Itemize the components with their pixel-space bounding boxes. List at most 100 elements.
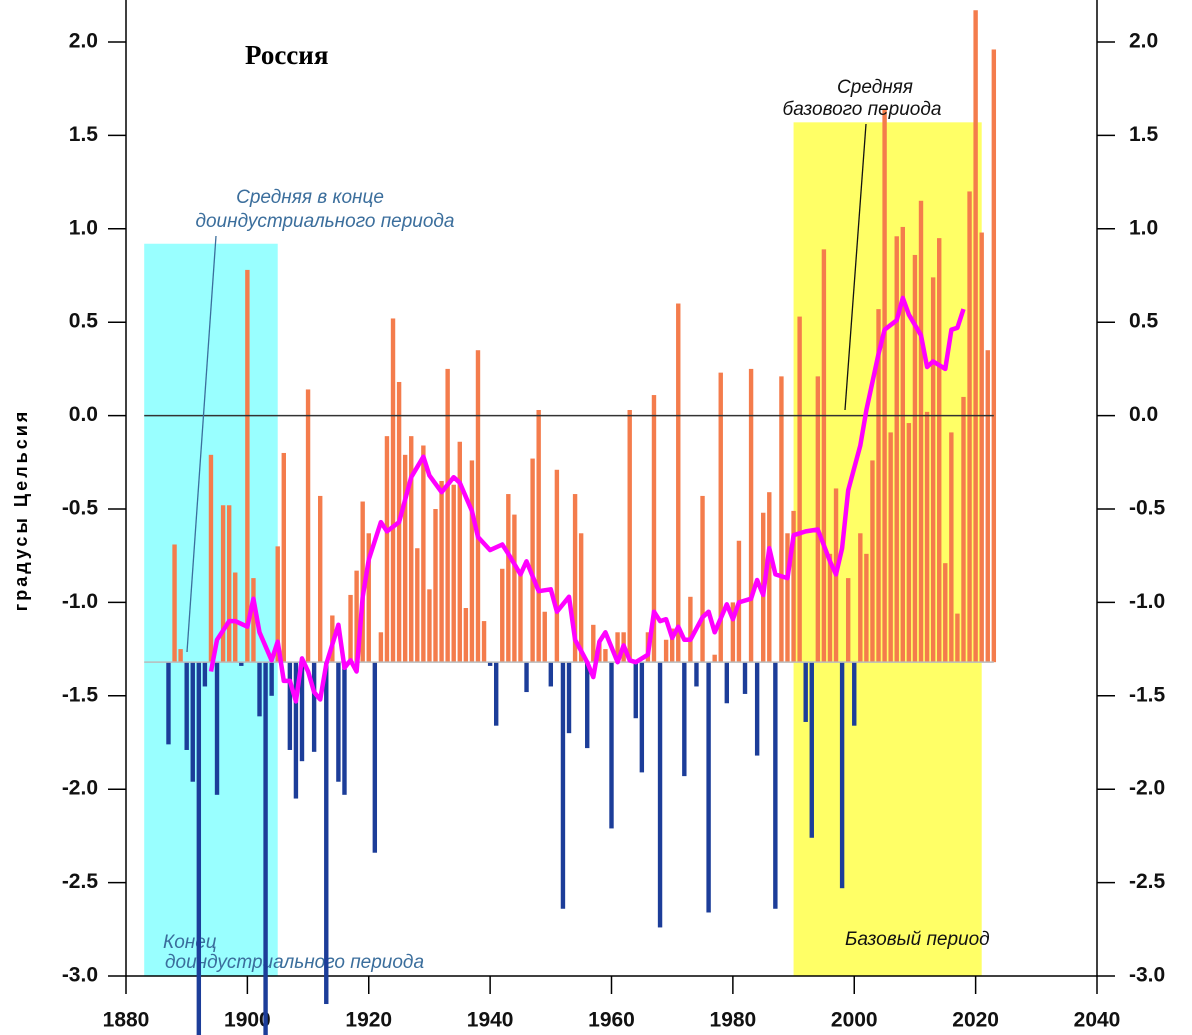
bar bbox=[943, 563, 948, 663]
bar bbox=[409, 436, 414, 663]
bar bbox=[730, 602, 736, 663]
bar bbox=[427, 589, 432, 663]
bar bbox=[506, 494, 511, 663]
bar bbox=[512, 514, 517, 663]
bar bbox=[688, 596, 693, 663]
bar bbox=[627, 409, 632, 663]
bar bbox=[864, 553, 869, 663]
period-label: Базовый период bbox=[845, 929, 990, 950]
y-tick-label: -3.0 bbox=[62, 964, 98, 987]
bar bbox=[457, 441, 462, 663]
y2-tick-label: 1.0 bbox=[1129, 216, 1158, 239]
bar bbox=[809, 662, 814, 838]
bar bbox=[912, 254, 918, 663]
y2-tick-label: -0.5 bbox=[1129, 497, 1166, 520]
y-tick-label: -2.5 bbox=[62, 870, 99, 893]
y-tick-label: -1.0 bbox=[62, 590, 98, 613]
bar bbox=[208, 454, 214, 663]
bar bbox=[706, 662, 711, 913]
bar bbox=[439, 480, 444, 663]
bar bbox=[324, 662, 329, 1005]
bar bbox=[815, 376, 821, 663]
y-tick-label: -0.5 bbox=[62, 497, 99, 520]
bar bbox=[214, 662, 220, 795]
y2-tick-label: 2.0 bbox=[1129, 30, 1158, 53]
bar bbox=[518, 574, 523, 663]
bar bbox=[251, 578, 256, 663]
bar bbox=[293, 662, 299, 799]
bar bbox=[233, 572, 238, 663]
y2-tick-label: 1.5 bbox=[1129, 123, 1159, 146]
x-tick-label: 1940 bbox=[467, 1009, 514, 1032]
bar bbox=[433, 509, 438, 663]
y-tick-label: 1.5 bbox=[69, 123, 99, 146]
bar bbox=[572, 494, 578, 663]
bar bbox=[718, 372, 723, 663]
y2-tick-label: -2.5 bbox=[1129, 870, 1166, 893]
bar bbox=[603, 649, 608, 663]
bar bbox=[961, 396, 966, 663]
bar bbox=[445, 368, 450, 663]
annotation: доиндустриального периода bbox=[195, 211, 454, 232]
bar bbox=[973, 10, 978, 663]
bar bbox=[354, 570, 359, 663]
annotation-leader bbox=[844, 123, 867, 411]
annotation: базового периода bbox=[783, 99, 942, 120]
bar bbox=[724, 662, 730, 704]
bar bbox=[876, 309, 881, 663]
bar bbox=[560, 662, 566, 909]
y-tick-label: 0.5 bbox=[69, 310, 99, 333]
bar bbox=[487, 662, 493, 666]
bar bbox=[451, 484, 456, 663]
bar bbox=[196, 662, 202, 1035]
bar bbox=[554, 469, 560, 663]
bar bbox=[821, 249, 827, 663]
y-tick-label: -1.5 bbox=[62, 683, 99, 706]
bar bbox=[754, 662, 760, 756]
y2-tick-label: -1.0 bbox=[1129, 590, 1165, 613]
bar bbox=[493, 662, 499, 726]
bar bbox=[651, 395, 657, 663]
bar bbox=[190, 662, 195, 782]
bar bbox=[469, 460, 475, 663]
bar bbox=[839, 662, 845, 889]
bar bbox=[712, 654, 717, 663]
bar bbox=[591, 624, 596, 663]
period-label: Конец bbox=[163, 932, 217, 953]
bar bbox=[773, 662, 778, 909]
bar bbox=[985, 350, 990, 663]
bar bbox=[384, 436, 390, 663]
y2-tick-label: -2.0 bbox=[1129, 777, 1165, 800]
bar bbox=[742, 662, 748, 694]
bar bbox=[360, 501, 365, 663]
bar bbox=[767, 492, 772, 663]
bar bbox=[700, 495, 705, 663]
x-tick-label: 1960 bbox=[588, 1009, 635, 1032]
bar bbox=[694, 662, 699, 687]
bar bbox=[578, 533, 584, 663]
bar bbox=[390, 318, 396, 663]
bar bbox=[220, 505, 226, 663]
x-tick-label: 2040 bbox=[1074, 1009, 1121, 1032]
annotation: Средняя bbox=[837, 77, 913, 98]
bar bbox=[949, 432, 954, 663]
bar bbox=[858, 533, 863, 663]
bar bbox=[967, 191, 972, 663]
bar bbox=[226, 505, 232, 663]
bar bbox=[239, 662, 244, 666]
bar bbox=[257, 662, 262, 717]
bar bbox=[639, 662, 645, 773]
bar bbox=[657, 662, 663, 928]
bar bbox=[827, 553, 833, 663]
moving-average-line bbox=[208, 295, 966, 704]
y-tick-label: 1.0 bbox=[69, 216, 98, 239]
bar bbox=[676, 303, 681, 663]
bar bbox=[633, 662, 638, 719]
bar bbox=[779, 376, 784, 663]
bar bbox=[955, 613, 960, 663]
bar bbox=[882, 109, 887, 663]
bar bbox=[991, 49, 997, 663]
bar bbox=[269, 662, 274, 696]
